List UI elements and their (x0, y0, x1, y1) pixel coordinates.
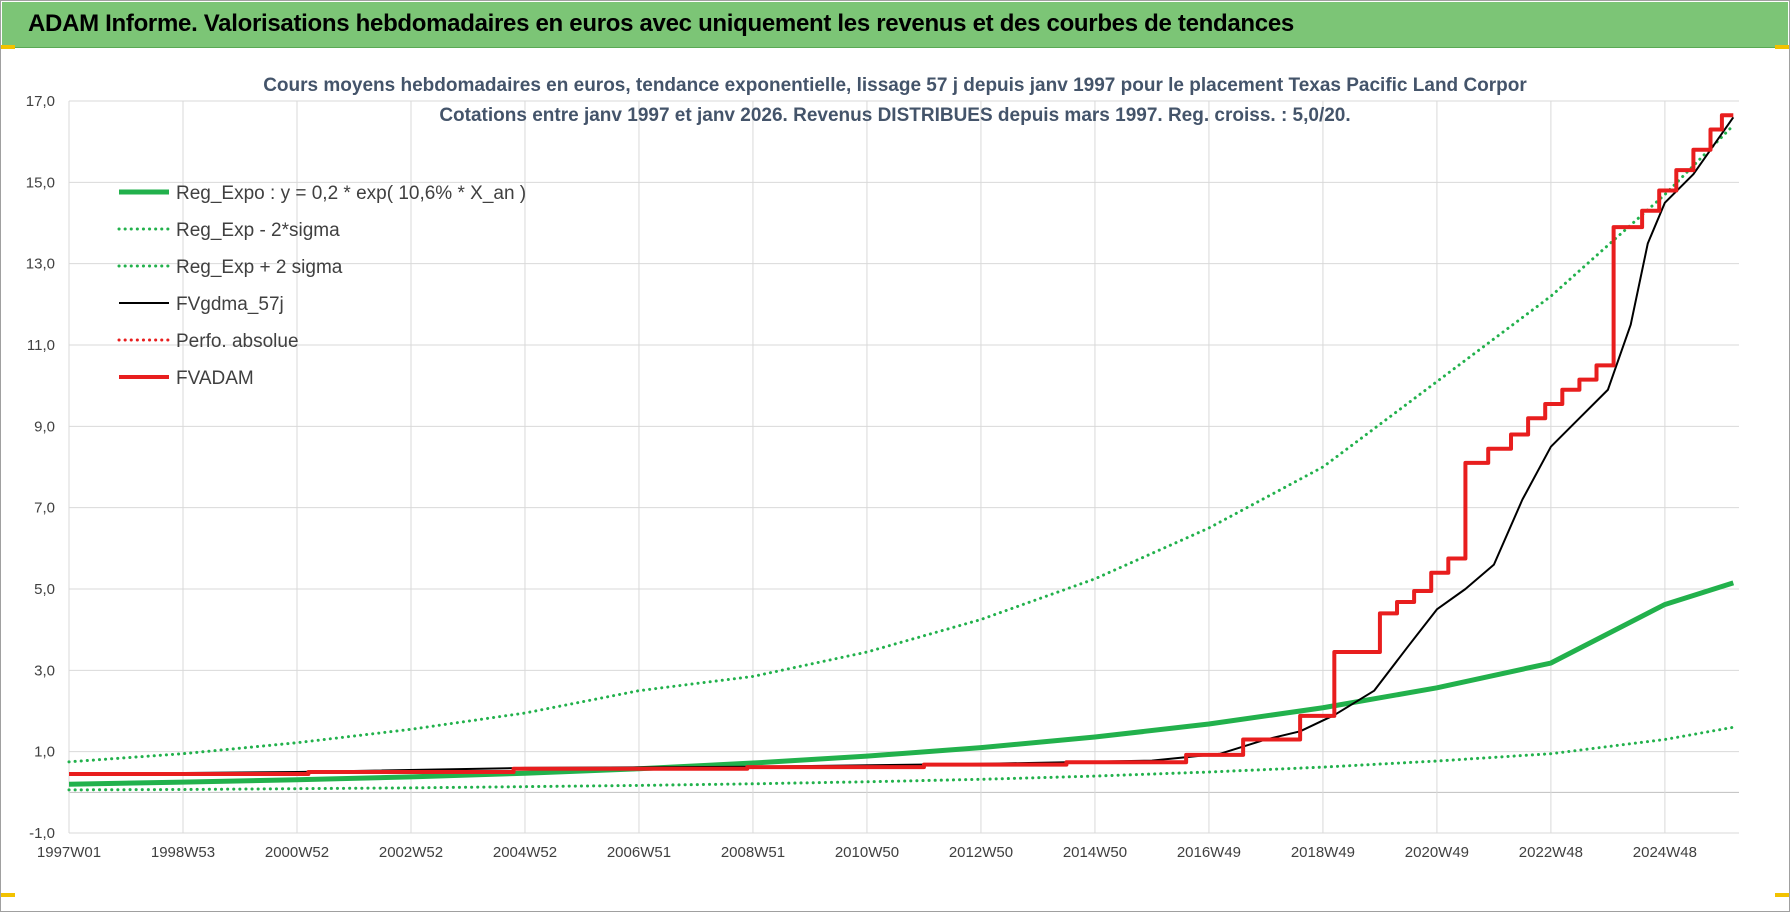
x-tick-label: 2002W52 (379, 844, 443, 861)
x-tick-label: 2008W51 (721, 844, 785, 861)
vertical-gridlines (68, 101, 1666, 833)
x-tick-label: 2010W50 (835, 844, 899, 861)
x-tick-label: 2004W52 (493, 844, 557, 861)
y-tick-label: 3,0 (34, 662, 55, 679)
chart-title: Cours moyens hebdomadaires en euros, ten… (263, 75, 1527, 96)
legend-label: FVADAM (176, 368, 254, 389)
legend-label: Reg_Expo : y = 0,2 * exp( 10,6% * X_an ) (176, 183, 526, 204)
legend-label: FVgdma_57j (176, 294, 284, 315)
corner-marker (1775, 893, 1789, 897)
series-line (69, 113, 1734, 777)
y-tick-label: 13,0 (26, 256, 55, 273)
report-banner: ADAM Informe. Valorisations hebdomadaire… (2, 2, 1788, 48)
y-tick-label: 15,0 (26, 174, 55, 191)
legend-label: Perfo. absolue (176, 331, 299, 352)
report-title: ADAM Informe. Valorisations hebdomadaire… (28, 10, 1294, 37)
x-tick-label: 2018W49 (1291, 844, 1355, 861)
x-tick-label: 2022W48 (1519, 844, 1583, 861)
x-tick-label: 1997W01 (37, 844, 101, 861)
x-tick-label: 2016W49 (1177, 844, 1241, 861)
x-tick-label: 1998W53 (151, 844, 215, 861)
chart-area: -1,0 1,0 3,0 5,0 7,0 9,0 11,0 13,0 15,0 17,0 1997… (26, 75, 1739, 861)
x-tick-label: 2012W50 (949, 844, 1013, 861)
y-tick-label: 1,0 (34, 744, 55, 761)
x-tick-label: 2024W48 (1633, 844, 1697, 861)
y-tick-label: -1,0 (29, 825, 55, 842)
legend-label: Reg_Exp + 2 sigma (176, 257, 343, 278)
y-tick-label: 9,0 (34, 418, 55, 435)
x-axis-ticks: 1997W01 1998W53 2000W52 2002W52 2004W52 2006W… (37, 844, 1697, 861)
corner-marker (1, 45, 15, 49)
y-axis-ticks: -1,0 1,0 3,0 5,0 7,0 9,0 11,0 13,0 15,0 17,0 (26, 93, 55, 842)
horizontal-gridlines (69, 100, 1739, 834)
x-tick-label: 2014W50 (1063, 844, 1127, 861)
series-line (68, 580, 1735, 787)
series-lines (67, 113, 1735, 792)
y-tick-label: 17,0 (26, 93, 55, 110)
corner-marker (1, 893, 15, 897)
legend: Reg_Expo : y = 0,2 * exp( 10,6% * X_an )… (117, 183, 526, 389)
chart-subtitle: Cotations entre janv 1997 et janv 2026. … (439, 105, 1350, 126)
x-tick-label: 2020W49 (1405, 844, 1469, 861)
corner-marker (1775, 45, 1789, 49)
y-tick-label: 5,0 (34, 581, 55, 598)
series-line (67, 123, 1735, 764)
y-tick-label: 11,0 (27, 337, 55, 354)
legend-label: Reg_Exp - 2*sigma (176, 220, 340, 241)
x-tick-label: 2006W51 (607, 844, 671, 861)
x-tick-label: 2000W52 (265, 844, 329, 861)
series-line (67, 725, 1735, 792)
y-tick-label: 7,0 (34, 500, 55, 517)
